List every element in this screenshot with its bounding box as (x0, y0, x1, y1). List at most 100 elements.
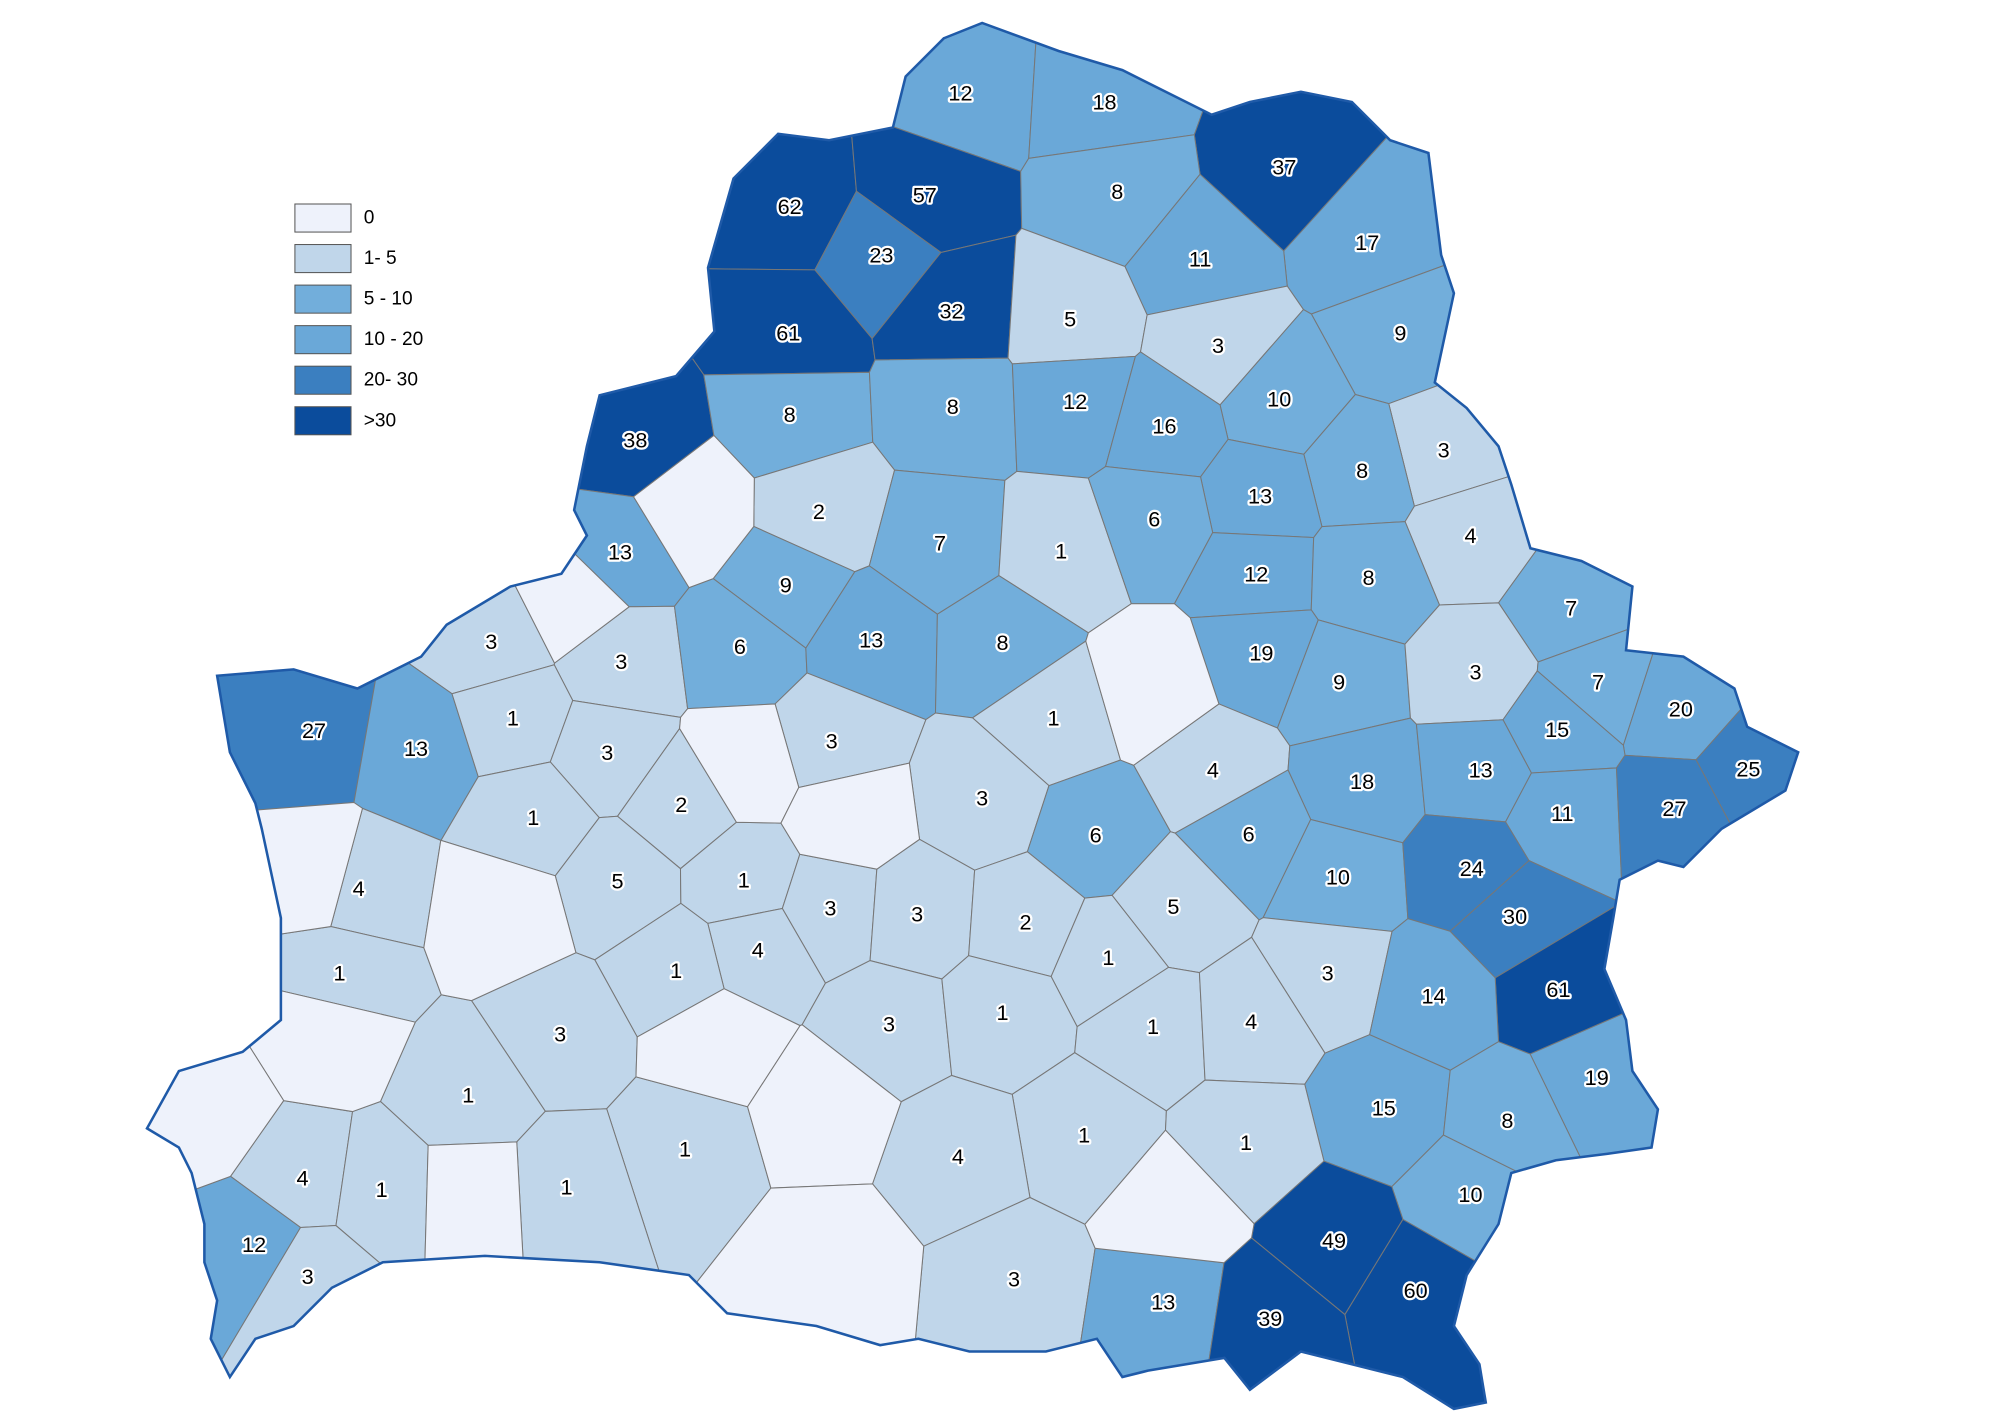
district-value: 13 (608, 540, 632, 565)
district-value: 1 (997, 1000, 1009, 1025)
district-value: 1 (1048, 705, 1060, 730)
district-value: 7 (934, 531, 946, 556)
district-value: 13 (859, 628, 883, 653)
district-value: 1 (1055, 538, 1067, 563)
district-value: 8 (997, 630, 1009, 655)
district-value: 1 (376, 1177, 388, 1202)
district-value: 62 (778, 194, 802, 219)
district-value: 10 (1458, 1182, 1482, 1207)
district-value: 25 (1736, 756, 1760, 781)
district-zero (423, 1141, 532, 1409)
district-value: 8 (1501, 1108, 1513, 1133)
district-value: 61 (1546, 977, 1570, 1002)
district-value: 18 (1093, 90, 1117, 115)
legend-swatch (294, 365, 352, 395)
district-value: 17 (1355, 230, 1379, 255)
legend-swatch (294, 406, 352, 436)
district (1695, 416, 1799, 1085)
district-value: 1 (1147, 1014, 1159, 1039)
district-value: 1 (1240, 1130, 1252, 1155)
district-zero (679, 703, 800, 824)
district-value: 1 (560, 1175, 572, 1200)
district-value: 1 (670, 958, 682, 983)
district-value: 8 (784, 402, 796, 427)
district-value: 6 (1090, 823, 1102, 848)
district-zero (1084, 1129, 1255, 1264)
district-value: 3 (1008, 1266, 1020, 1291)
district-value: 1 (334, 960, 346, 985)
district (1344, 1218, 1745, 1409)
district-value: 11 (1189, 246, 1211, 271)
district-value: 39 (1258, 1306, 1282, 1331)
district (147, 22, 715, 498)
district-value: 14 (1421, 983, 1445, 1008)
district-value: 3 (601, 740, 613, 765)
district-value: 3 (824, 895, 836, 920)
district-value: 8 (1362, 565, 1374, 590)
legend-label: 20- 30 (364, 370, 418, 391)
district-value: 3 (1322, 960, 1334, 985)
district-value: 30 (1503, 904, 1527, 929)
legend: 0 1- 5 5 - 10 10 - 20 20- 30 >30 (294, 203, 423, 436)
district-value: 10 (1267, 387, 1291, 412)
district-value: 4 (1245, 1009, 1257, 1034)
legend-swatch (294, 244, 352, 274)
district-value: 3 (554, 1022, 566, 1047)
district-value: 8 (947, 394, 959, 419)
district (1529, 968, 1799, 1409)
district (1283, 22, 1799, 315)
district-value: 4 (952, 1144, 964, 1169)
district-zero (780, 762, 921, 870)
district-value: 20 (1669, 696, 1693, 721)
district-value: 24 (1460, 856, 1484, 881)
district-value: 6 (1148, 506, 1160, 531)
district-zero (635, 988, 801, 1108)
district-value: 7 (1565, 596, 1577, 621)
district-value: 1 (1078, 1122, 1090, 1147)
district-value: 49 (1322, 1228, 1346, 1253)
district (147, 1175, 302, 1409)
district (147, 59, 383, 831)
district-value: 19 (1585, 1065, 1609, 1090)
district-value: 3 (976, 786, 988, 811)
district-value: 27 (1662, 796, 1686, 821)
district-value: 3 (883, 1011, 895, 1036)
district-value: 13 (404, 736, 428, 761)
district-value: 4 (1464, 523, 1476, 548)
district-value: 1 (507, 705, 519, 730)
district (868, 357, 1018, 481)
district-value: 1 (1102, 945, 1114, 970)
district-value: 1 (738, 867, 750, 892)
district-value: 3 (1212, 333, 1224, 358)
district-value: 8 (1356, 458, 1368, 483)
district-value: 57 (913, 183, 937, 208)
district-zero (632, 434, 755, 589)
district (1069, 1247, 1225, 1409)
district-zero (423, 839, 577, 1002)
district-value: 5 (611, 869, 623, 894)
district-value: 8 (1111, 179, 1123, 204)
country-border (145, 21, 1800, 1411)
district-value: 13 (1151, 1289, 1175, 1314)
district (1388, 216, 1799, 507)
district-value: 4 (752, 937, 764, 962)
district-value: 12 (242, 1232, 266, 1257)
district-zero (1085, 603, 1220, 766)
district-value: 60 (1404, 1278, 1428, 1303)
legend-swatch (294, 203, 352, 233)
district-value: 1 (462, 1083, 474, 1108)
district-value: 15 (1545, 717, 1569, 742)
district-value: 23 (869, 243, 893, 268)
district-value: 1 (527, 805, 539, 830)
district-value: 37 (1272, 155, 1296, 180)
district-value: 11 (1551, 801, 1573, 826)
district-value: 5 (1167, 894, 1179, 919)
district-value: 3 (485, 629, 497, 654)
district-value: 12 (1063, 389, 1087, 414)
district-value: 13 (1469, 758, 1493, 783)
district-value: 9 (780, 573, 792, 598)
district-value: 13 (1248, 483, 1272, 508)
district-value: 4 (353, 876, 365, 901)
